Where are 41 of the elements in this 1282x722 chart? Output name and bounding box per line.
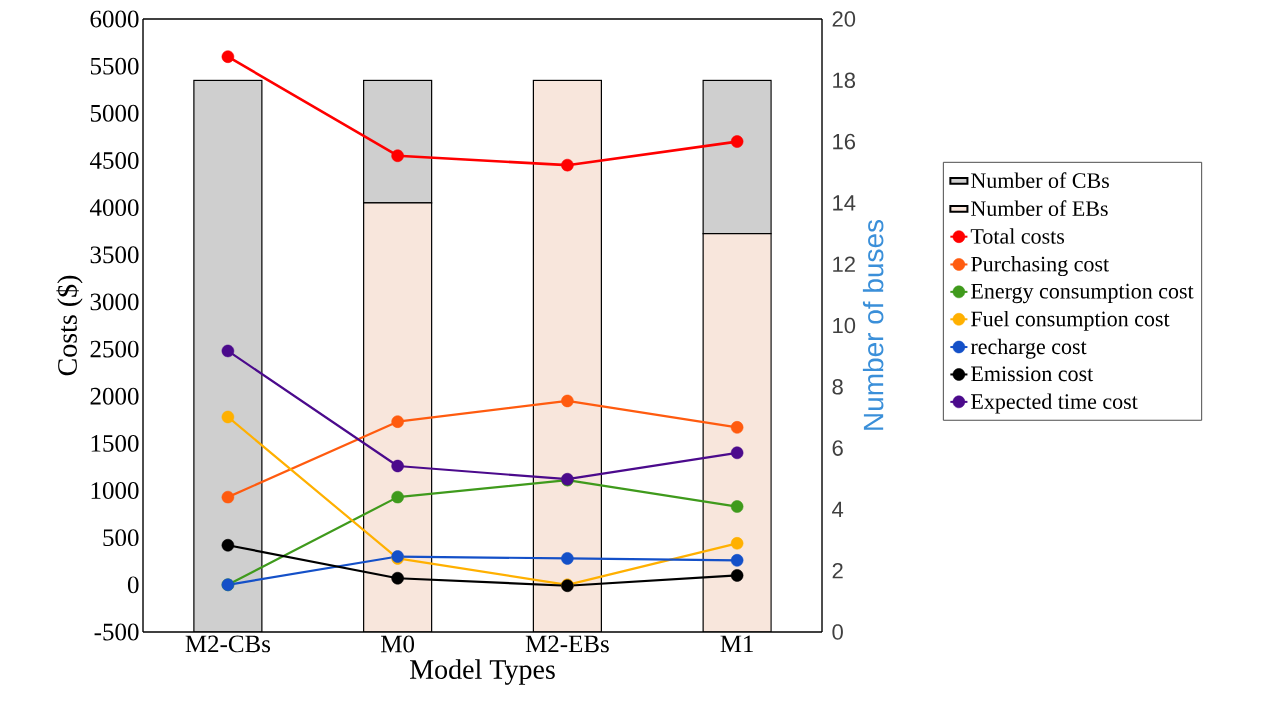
legend-label: Energy consumption cost: [971, 283, 1194, 304]
y2-tick-label: 18: [833, 72, 856, 89]
y2-tick-label: 4: [832, 501, 844, 517]
y2-tick-label: 12: [833, 256, 855, 272]
x-tick-label: M2-CBs: [185, 635, 271, 653]
y2-tick-label: 8: [832, 378, 843, 395]
legend-label: Emission cost: [971, 366, 1094, 382]
x-axis-title: Model Types: [410, 659, 555, 685]
y-tick-label: 6000: [90, 10, 139, 28]
legend-label: Number of EBs: [971, 200, 1108, 217]
y-tick-label: 3000: [90, 293, 139, 311]
y2-tick-label: 6: [832, 440, 843, 456]
legend-label: Number of CBs: [971, 172, 1109, 189]
y-tick-label: 1000: [91, 482, 139, 499]
y2-tick-label: 2: [832, 563, 843, 579]
legend-label: Purchasing cost: [971, 256, 1109, 277]
y-tick-label: 5500: [90, 57, 139, 75]
y2-tick-label: 14: [833, 195, 856, 211]
y2-axis-title: Number of buses: [862, 219, 884, 430]
y-tick-label: -500: [94, 623, 139, 641]
legend-label: Expected time cost: [971, 393, 1138, 414]
y-tick-label: 1500: [91, 434, 139, 452]
legend-label: recharge cost: [970, 338, 1087, 359]
y-tick-label: 5000: [90, 104, 139, 122]
legend-label: Total costs: [970, 228, 1065, 244]
y-axis-title: Costs ($): [56, 275, 83, 376]
x-tick-label: M1: [720, 635, 753, 653]
y-tick-label: 2000: [90, 387, 139, 405]
legend-label: Fuel consumption cost: [971, 310, 1170, 331]
y-tick-label: 4500: [89, 152, 139, 169]
y-tick-label: 2500: [90, 340, 139, 358]
y2-tick-label: 20: [832, 11, 856, 27]
x-tick-label: M0: [380, 635, 415, 653]
y2-tick-label: 0: [832, 624, 843, 640]
x-tick-label: M2-EBs: [525, 635, 609, 653]
y-tick-label: 3500: [90, 246, 139, 264]
y-tick-label: 4000: [89, 199, 139, 217]
y2-tick-label: 16: [833, 133, 856, 150]
y-tick-label: 0: [127, 576, 139, 594]
y2-tick-label: 10: [833, 317, 856, 334]
y-tick-label: 500: [103, 529, 139, 547]
